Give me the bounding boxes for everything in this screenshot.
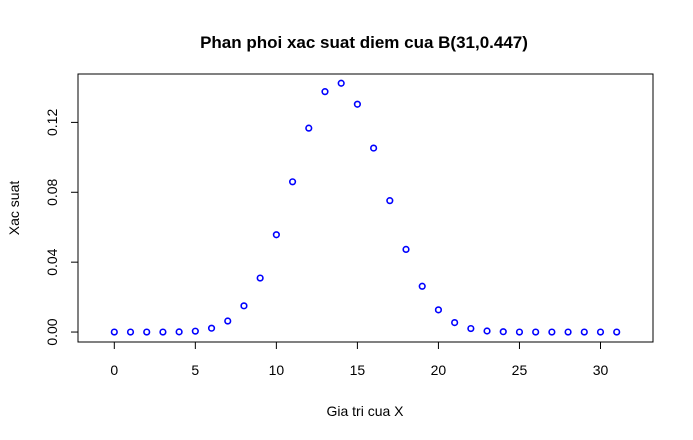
x-axis: 0 5 10 15 20 25 30 bbox=[110, 341, 609, 378]
y-tick-label: 0.12 bbox=[44, 109, 60, 136]
data-point bbox=[305, 124, 313, 132]
data-point bbox=[580, 328, 588, 336]
x-tick-label: 0 bbox=[110, 362, 118, 378]
x-tick-label: 10 bbox=[269, 362, 285, 378]
x-tick-label: 20 bbox=[431, 362, 447, 378]
x-tick-label: 15 bbox=[350, 362, 366, 378]
data-point bbox=[434, 306, 443, 314]
data-point bbox=[191, 327, 199, 335]
data-point bbox=[321, 88, 329, 96]
data-point bbox=[548, 328, 556, 336]
data-point bbox=[370, 144, 378, 152]
data-point bbox=[207, 324, 216, 332]
data-point bbox=[483, 327, 491, 335]
data-point bbox=[337, 79, 345, 87]
data-point bbox=[564, 328, 572, 336]
data-point bbox=[288, 178, 297, 186]
data-point bbox=[613, 328, 621, 336]
x-tick-label: 25 bbox=[512, 362, 528, 378]
plot-box bbox=[77, 73, 654, 343]
data-point bbox=[159, 328, 167, 336]
data-point bbox=[175, 328, 183, 336]
data-point bbox=[240, 302, 248, 310]
data-point bbox=[451, 319, 459, 327]
data-point bbox=[499, 328, 507, 336]
y-axis-label: Xac suat bbox=[6, 181, 22, 236]
data-point bbox=[110, 328, 118, 336]
data-point bbox=[532, 328, 540, 336]
data-point bbox=[353, 100, 361, 108]
y-axis: 0.00 0.04 0.08 0.12 bbox=[44, 109, 79, 346]
data-point bbox=[272, 231, 280, 239]
y-tick-label: 0.00 bbox=[44, 318, 60, 345]
data-point bbox=[596, 328, 605, 336]
data-point bbox=[224, 317, 232, 325]
x-tick-label: 30 bbox=[593, 362, 609, 378]
y-tick-label: 0.08 bbox=[44, 178, 60, 205]
data-point bbox=[256, 274, 264, 282]
chart-title: Phan phoi xac suat diem cua B(31,0.447) bbox=[200, 33, 528, 52]
data-points bbox=[110, 79, 621, 336]
data-point bbox=[467, 324, 475, 333]
data-point bbox=[126, 328, 135, 336]
data-point bbox=[515, 328, 524, 336]
x-tick-label: 5 bbox=[191, 362, 199, 378]
data-point bbox=[143, 328, 151, 336]
data-point bbox=[386, 197, 394, 205]
x-axis-label: Gia tri cua X bbox=[326, 403, 404, 419]
y-tick-label: 0.04 bbox=[44, 248, 60, 275]
data-point bbox=[402, 245, 410, 254]
data-point bbox=[418, 282, 426, 290]
